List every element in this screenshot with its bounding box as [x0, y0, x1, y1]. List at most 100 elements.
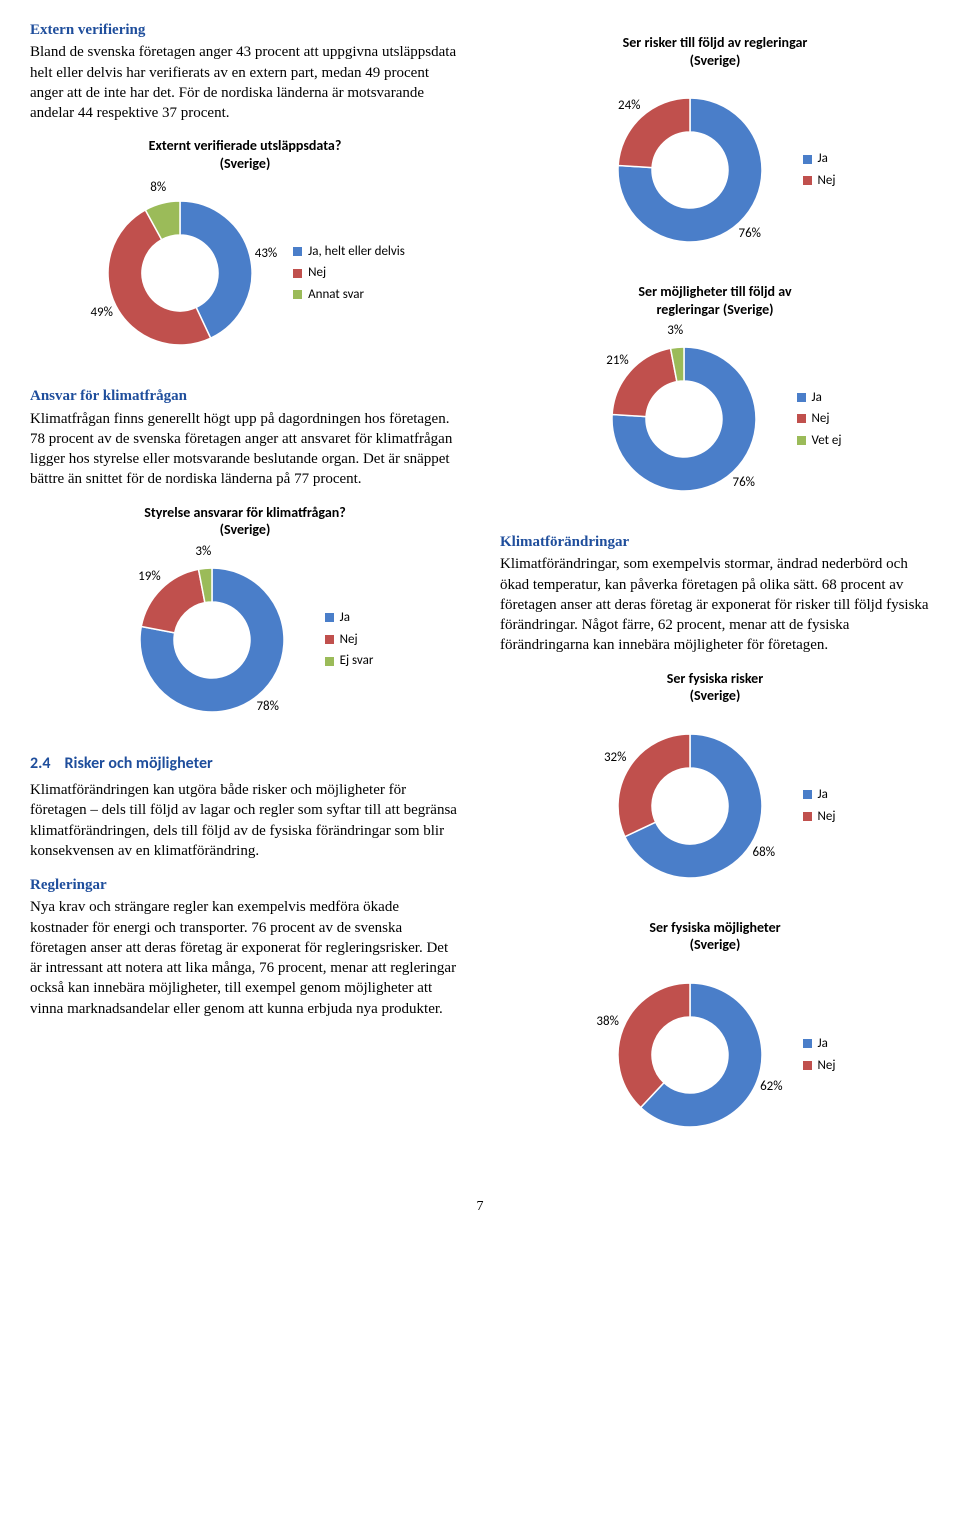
legend-swatch [797, 436, 806, 445]
chart-styrelse-ansvarar: Styrelse ansvarar för klimatfrågan? (Sve… [30, 504, 460, 735]
slice-label: 19% [138, 568, 160, 586]
legend-label: Ja [340, 609, 350, 627]
chart5-legend: Ja Nej [803, 782, 836, 829]
chart6-legend: Ja Nej [803, 1031, 836, 1078]
legend-label: Nej [818, 1057, 836, 1075]
slice-label: 3% [195, 543, 211, 561]
chart-ser-risker-regleringar: Ser risker till följd av regleringar (Sv… [500, 34, 930, 265]
chart-externt-verifierade: Externt verifierade utsläppsdata? (Sveri… [30, 137, 460, 368]
chart6-title-line2: (Sverige) [500, 936, 930, 954]
legend-item: Ja [803, 1035, 836, 1053]
legend-swatch [803, 176, 812, 185]
legend-swatch [803, 812, 812, 821]
heading-risker-mojligheter: 2.4 Risker och möjligheter [30, 753, 460, 775]
legend-swatch [797, 393, 806, 402]
heading-ansvar: Ansvar för klimatfrågan [30, 386, 460, 406]
chart3-donut: 76%24% [595, 75, 785, 265]
chart1-donut: 43% 49% 8% [85, 178, 275, 368]
legend-item: Nej [325, 631, 374, 649]
slice-label: 32% [604, 750, 626, 768]
chart2-title-line2: (Sverige) [30, 521, 460, 539]
chart3-legend: Ja Nej [803, 146, 836, 193]
legend-label: Nej [818, 808, 836, 826]
chart6-title-line1: Ser fysiska möjligheter [500, 919, 930, 937]
slice-label: 78% [256, 699, 278, 717]
chart-ser-fysiska-mojligheter: Ser fysiska möjligheter (Sverige) 62% 38%… [500, 919, 930, 1150]
legend-label: Ja [818, 786, 828, 804]
slice-label: 76% [732, 474, 754, 492]
section-number: 2.4 [30, 754, 51, 773]
legend-item: Nej [797, 410, 842, 428]
chart2-title-line1: Styrelse ansvarar för klimatfrågan? [30, 504, 460, 522]
section-title: Risker och möjligheter [65, 754, 213, 773]
legend-swatch [803, 155, 812, 164]
heading-extern-verifiering: Extern verifiering [30, 20, 460, 40]
para-risker-mojligheter: Klimatförändringen kan utgöra både riske… [30, 780, 460, 861]
legend-item: Nej [803, 1057, 836, 1075]
chart1-title-line1: Externt verifierade utsläppsdata? [30, 137, 460, 155]
chart3-title-line2: (Sverige) [500, 52, 930, 70]
slice-label: 68% [753, 844, 775, 862]
legend-label: Ja [818, 1035, 828, 1053]
chart5-donut: 68% 32% [595, 711, 785, 901]
slice-label: 24% [618, 97, 640, 115]
legend-label: Nej [340, 631, 358, 649]
legend-label: Ja [818, 150, 828, 168]
left-column: Extern verifiering Bland de svenska före… [30, 20, 460, 1168]
legend-item: Annat svar [293, 286, 405, 304]
legend-swatch [293, 290, 302, 299]
legend-label: Annat svar [308, 286, 364, 304]
chart4-donut: 76% 21% 3% [589, 324, 779, 514]
legend-label: Nej [308, 264, 326, 282]
legend-item: Nej [803, 172, 836, 190]
legend-item: Ja [803, 150, 836, 168]
legend-item: Ja [325, 609, 374, 627]
legend-swatch [797, 414, 806, 423]
legend-swatch [293, 269, 302, 278]
slice-label: 38% [596, 1013, 618, 1031]
chart4-title-line2: regleringar (Sverige) [500, 301, 930, 319]
legend-label: Nej [818, 172, 836, 190]
right-column: Ser risker till följd av regleringar (Sv… [500, 20, 930, 1168]
chart-ser-fysiska-risker: Ser fysiska risker (Sverige) 68% 32% Ja Ne… [500, 670, 930, 901]
legend-label: Nej [812, 410, 830, 428]
para-regleringar: Nya krav och strängare regler kan exempe… [30, 897, 460, 1019]
legend-swatch [803, 1039, 812, 1048]
chart5-title-line2: (Sverige) [500, 687, 930, 705]
para-klimatforandringar: Klimatförändringar, som exempelvis storm… [500, 554, 930, 655]
legend-item: Vet ej [797, 432, 842, 450]
slice-label: 8% [150, 179, 166, 197]
heading-regleringar: Regleringar [30, 875, 460, 895]
chart-ser-mojligheter-regleringar: Ser möjligheter till följd av regleringa… [500, 283, 930, 514]
legend-item: Ej svar [325, 652, 374, 670]
chart1-title-line2: (Sverige) [30, 155, 460, 173]
chart4-legend: Ja Nej Vet ej [797, 385, 842, 454]
para-extern-verifiering: Bland de svenska företagen anger 43 proc… [30, 42, 460, 123]
legend-swatch [293, 247, 302, 256]
slice-label: 62% [760, 1078, 782, 1096]
legend-swatch [803, 790, 812, 799]
para-ansvar: Klimatfrågan finns generellt högt upp på… [30, 409, 460, 490]
legend-item: Nej [293, 264, 405, 282]
legend-label: Ej svar [340, 652, 374, 670]
slice-label: 3% [667, 323, 683, 341]
legend-label: Ja, helt eller delvis [308, 243, 405, 261]
chart5-title-line1: Ser fysiska risker [500, 670, 930, 688]
legend-swatch [325, 635, 334, 644]
heading-klimatforandringar: Klimatförändringar [500, 532, 930, 552]
chart2-legend: Ja Nej Ej svar [325, 605, 374, 674]
chart2-donut: 78% 19% 3% [117, 545, 307, 735]
legend-swatch [325, 613, 334, 622]
slice-label: 21% [606, 352, 628, 370]
legend-swatch [325, 657, 334, 666]
legend-item: Ja [797, 389, 842, 407]
legend-item: Nej [803, 808, 836, 826]
page-number: 7 [30, 1198, 930, 1217]
legend-label: Vet ej [812, 432, 842, 450]
legend-item: Ja [803, 786, 836, 804]
slice-label: 49% [90, 304, 112, 322]
chart3-title-line1: Ser risker till följd av regleringar [500, 34, 930, 52]
legend-swatch [803, 1061, 812, 1070]
slice-label: 43% [255, 245, 277, 263]
chart1-legend: Ja, helt eller delvis Nej Annat svar [293, 239, 405, 308]
